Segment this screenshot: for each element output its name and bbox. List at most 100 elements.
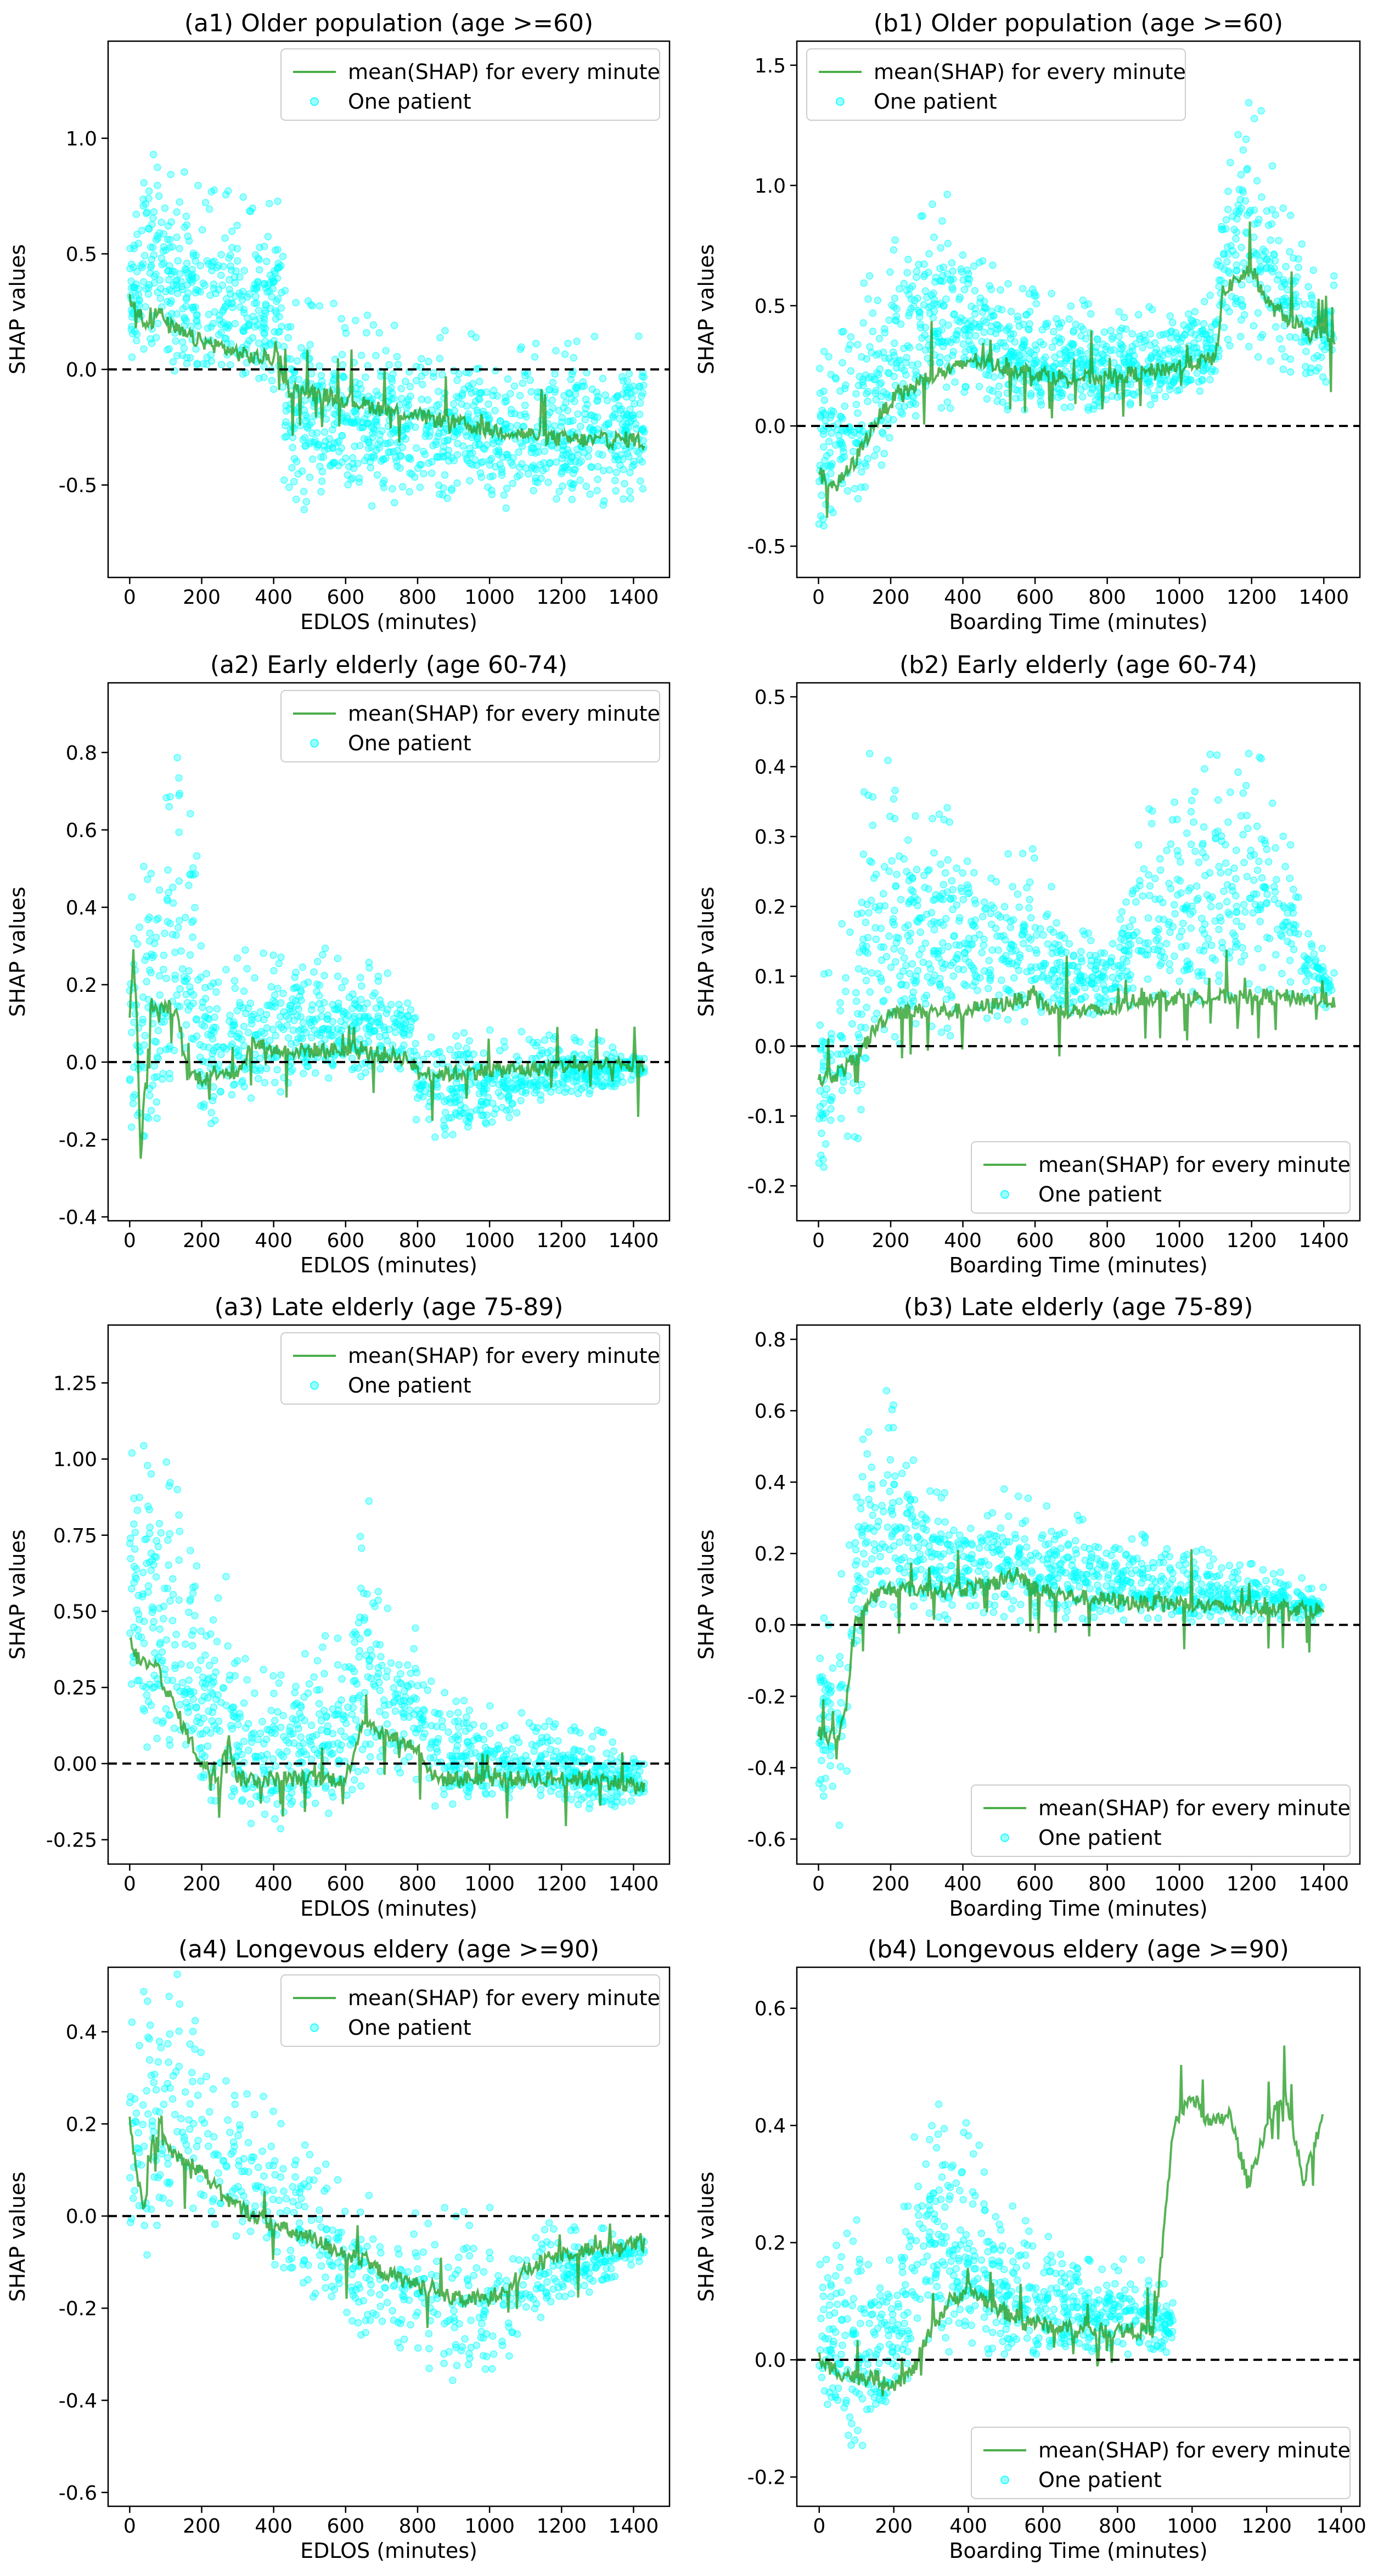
patient-point [1144, 914, 1152, 922]
patient-point [196, 1053, 204, 1061]
patient-point [1198, 377, 1206, 385]
patient-point [207, 1109, 216, 1116]
patient-point [1118, 341, 1126, 349]
patient-point [255, 339, 263, 347]
patient-point [440, 1116, 448, 1124]
patient-point [1184, 377, 1192, 385]
patient-point [1227, 159, 1234, 166]
patient-point [626, 406, 634, 413]
patient-point [1245, 750, 1253, 757]
patient-point [564, 339, 572, 347]
y-tick-label: 0.2 [66, 974, 97, 997]
patient-point [271, 991, 279, 999]
patient-point [1171, 376, 1178, 384]
patient-point [1270, 264, 1278, 272]
patient-point [286, 323, 295, 330]
patient-point [148, 339, 156, 347]
patient-point [1019, 940, 1027, 947]
patient-point [1092, 984, 1100, 992]
y-tick-label: -0.5 [59, 475, 97, 497]
patient-point [862, 371, 870, 379]
patient-point [987, 874, 995, 882]
patient-point [464, 457, 471, 464]
patient-point [364, 1013, 372, 1021]
patient-point [503, 1106, 510, 1114]
patient-point [154, 182, 161, 189]
legend-line-label: mean(SHAP) for every minute [874, 60, 1186, 84]
patient-point [907, 295, 915, 303]
patient-point [335, 448, 343, 456]
patient-point [140, 251, 149, 260]
patient-point [859, 850, 868, 858]
patient-point [303, 1062, 311, 1070]
patient-point [335, 437, 343, 445]
patient-point [358, 1060, 367, 1068]
patient-point [1245, 980, 1253, 988]
patient-point [150, 208, 158, 216]
patient-point [1242, 782, 1250, 789]
patient-point [557, 423, 565, 431]
legend-scatter-swatch [310, 739, 319, 748]
patient-point [245, 322, 252, 330]
patient-point [329, 1018, 337, 1026]
patient-point [149, 214, 157, 222]
patient-point [505, 1092, 513, 1100]
patient-point [1278, 345, 1286, 353]
legend-scatter-swatch [1000, 1190, 1009, 1199]
chart-b1-scatter [815, 99, 1338, 530]
patient-point [972, 332, 980, 340]
patient-point [412, 377, 420, 385]
patient-point [425, 432, 434, 440]
patient-point [1100, 351, 1107, 360]
patient-point [261, 1079, 269, 1087]
patient-point [1167, 840, 1175, 848]
patient-point [284, 323, 292, 331]
patient-point [825, 353, 833, 361]
patient-point [897, 947, 905, 955]
patient-point [509, 461, 516, 469]
patient-point [853, 341, 862, 349]
patient-point [970, 262, 978, 270]
patient-point [1230, 226, 1238, 233]
patient-point [201, 281, 209, 289]
patient-point [588, 463, 595, 471]
patient-point [1191, 848, 1199, 855]
patient-point [200, 1043, 207, 1051]
patient-point [826, 462, 834, 469]
patient-point [1279, 204, 1287, 212]
patient-point [274, 328, 282, 336]
patient-point [302, 498, 311, 506]
patient-point [987, 285, 995, 294]
patient-point [368, 453, 375, 461]
patient-point [1223, 898, 1231, 906]
patient-point [134, 239, 143, 248]
patient-point [1129, 984, 1137, 992]
patient-point [263, 257, 271, 265]
patient-point [142, 200, 149, 208]
patient-point [1196, 387, 1204, 395]
patient-point [1060, 403, 1068, 412]
patient-point [1246, 894, 1253, 902]
patient-point [404, 401, 413, 409]
patient-point [1293, 273, 1301, 281]
patient-point [838, 920, 846, 928]
patient-point [277, 1088, 285, 1096]
patient-point [1159, 352, 1167, 360]
patient-point [1039, 972, 1047, 980]
patient-point [1032, 357, 1040, 364]
patient-point [1077, 385, 1085, 394]
patient-point [160, 230, 168, 238]
patient-point [1250, 851, 1258, 859]
patient-point [1139, 344, 1146, 352]
patient-point [1286, 211, 1295, 220]
patient-point [1254, 906, 1262, 914]
patient-point [205, 205, 213, 213]
patient-point [1290, 925, 1297, 933]
patient-point [451, 407, 459, 415]
patient-point [256, 266, 263, 274]
patient-point [1170, 901, 1178, 909]
patient-point [1187, 808, 1195, 816]
patient-point [1159, 899, 1167, 907]
patient-point [1258, 193, 1265, 201]
patient-point [240, 1023, 248, 1030]
